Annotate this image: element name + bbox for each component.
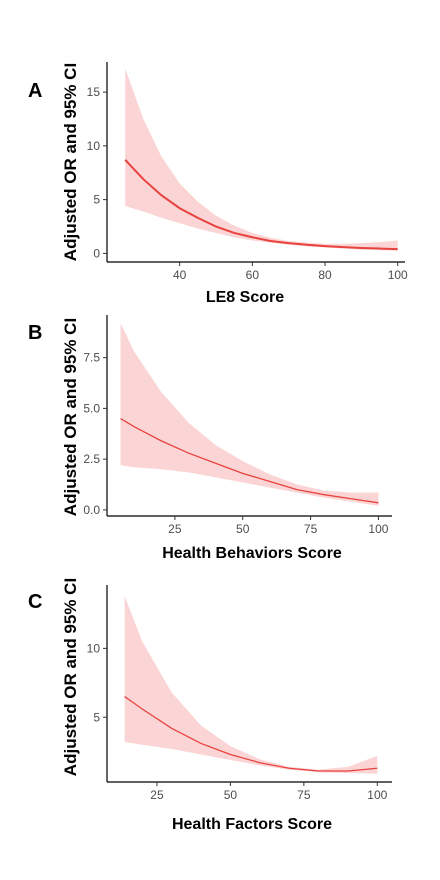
panel-c-y-tick-label: 5 <box>93 710 100 724</box>
panel-c-x-tick-label: 50 <box>224 788 238 802</box>
panel-a-y-tick-label: 15 <box>87 85 101 99</box>
panel-b-x-axis-title: Health Behaviors Score <box>162 545 342 562</box>
panel-b-ci-band <box>120 323 379 506</box>
panel-c-x-tick-label: 75 <box>297 788 311 802</box>
panel-a-x-tick-label: 60 <box>246 268 260 282</box>
panel-c-y-axis-title: Adjusted OR and 95% CI <box>61 578 80 776</box>
panel-c: C Adjusted OR and 95% CI Health Factors … <box>28 578 392 833</box>
panel-a-x-tick-label: 40 <box>173 268 187 282</box>
panel-a-y-axis-title: Adjusted OR and 95% CI <box>61 63 80 261</box>
panel-a-ci-band <box>125 68 398 251</box>
panel-letter-b: B <box>28 322 42 344</box>
panel-b-x-tick-label: 50 <box>236 522 250 536</box>
panel-b-y-tick-label: 2.5 <box>83 452 100 466</box>
panel-c-x-tick-label: 100 <box>367 788 387 802</box>
panel-c-y-tick-label: 10 <box>87 641 101 655</box>
panel-b: B Adjusted OR and 95% CI Health Behavior… <box>28 315 392 562</box>
panel-letter-a: A <box>28 80 42 102</box>
panel-letter-c: C <box>28 591 42 613</box>
panel-b-y-tick-label: 7.5 <box>83 351 100 365</box>
panel-c-ci-band <box>124 596 378 774</box>
panel-b-x-tick-label: 25 <box>168 522 182 536</box>
panel-b-x-tick-label: 75 <box>304 522 318 536</box>
panel-a-x-axis-title: LE8 Score <box>206 289 284 306</box>
panel-a-or-line <box>124 159 398 251</box>
panel-b-x-tick-label: 100 <box>368 522 388 536</box>
panel-c-or-line <box>124 696 378 772</box>
panel-a-x-tick-label: 80 <box>318 268 332 282</box>
panel-b-y-tick-label: 5.0 <box>83 401 100 415</box>
panel-b-or-line <box>120 417 379 504</box>
panel-a-x-tick-label: 100 <box>388 268 408 282</box>
panel-c-x-axis-title: Health Factors Score <box>172 816 332 833</box>
panel-b-y-axis-title: Adjusted OR and 95% CI <box>61 318 80 516</box>
panel-a-y-tick-label: 10 <box>87 139 101 153</box>
panel-a: A Adjusted OR and 95% CI LE8 Score 40 60 8… <box>28 62 408 306</box>
panel-a-y-tick-label: 5 <box>93 193 100 207</box>
panel-b-y-tick-label: 0.0 <box>83 503 100 517</box>
panel-c-x-tick-label: 25 <box>150 788 164 802</box>
panel-a-y-tick-label: 0 <box>93 246 100 260</box>
